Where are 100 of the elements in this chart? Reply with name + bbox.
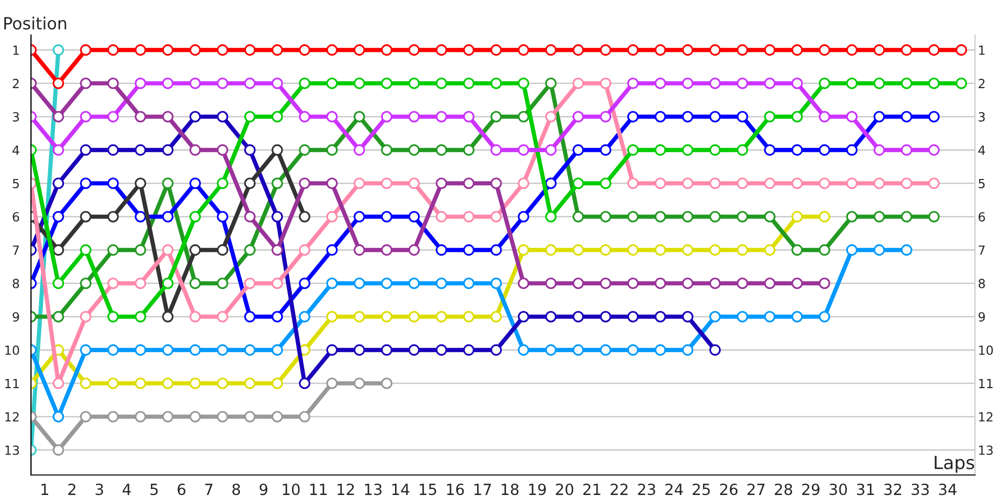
point	[600, 244, 612, 256]
point	[654, 310, 666, 322]
point	[272, 310, 283, 322]
point	[436, 244, 448, 256]
y2-tick-label: 3	[978, 112, 985, 122]
point	[818, 244, 830, 256]
point	[572, 44, 584, 56]
point	[709, 310, 721, 322]
point	[791, 310, 803, 322]
point	[627, 344, 639, 356]
point	[244, 378, 256, 390]
y2-tick-label: 5	[978, 178, 985, 188]
point	[189, 278, 201, 290]
point	[272, 278, 283, 290]
point	[928, 110, 940, 122]
point	[436, 144, 448, 156]
point	[874, 178, 885, 190]
y-tick-label: 1	[13, 46, 19, 55]
point	[162, 44, 174, 56]
x-tick-label: 22	[610, 484, 628, 495]
point	[682, 244, 694, 256]
point	[818, 144, 830, 156]
point	[654, 110, 666, 122]
x-tick-label: 8	[232, 484, 240, 496]
point	[463, 144, 474, 156]
point	[244, 310, 256, 322]
point	[189, 310, 201, 322]
point	[189, 244, 201, 256]
point	[709, 344, 721, 356]
point	[134, 244, 146, 256]
y-tick-label: 9	[12, 312, 20, 322]
point	[490, 144, 502, 156]
point	[381, 344, 392, 356]
point	[216, 44, 228, 56]
x-tick-label: 27	[748, 484, 765, 495]
point	[80, 310, 92, 322]
point	[736, 110, 748, 122]
point	[107, 44, 119, 56]
point	[134, 210, 146, 222]
point	[900, 144, 912, 156]
point	[928, 78, 940, 90]
point	[764, 44, 776, 56]
y-axis-title: Position	[4, 16, 66, 30]
y2-tick-label: 10	[979, 345, 993, 355]
point	[381, 110, 392, 122]
point	[709, 78, 721, 90]
point	[272, 78, 283, 90]
point	[654, 78, 666, 90]
point	[381, 244, 392, 256]
y-tick-label: 11	[5, 378, 19, 388]
point	[436, 278, 448, 290]
y2-tick-label: 12	[979, 412, 992, 422]
point	[52, 310, 64, 322]
point	[216, 278, 228, 290]
x-tick-label: 11	[310, 484, 327, 495]
point	[490, 244, 502, 256]
point	[791, 144, 803, 156]
point	[463, 244, 474, 256]
point	[627, 44, 639, 56]
point	[134, 278, 146, 290]
point	[846, 44, 858, 56]
point	[408, 210, 420, 222]
point	[272, 178, 283, 190]
point	[408, 78, 420, 90]
point	[736, 144, 748, 156]
point	[52, 244, 64, 256]
y2-tick-label: 1	[979, 46, 985, 55]
point	[134, 178, 146, 190]
x-tick-label: 31	[856, 484, 874, 496]
point	[189, 110, 201, 122]
x-tick-label: 13	[364, 484, 382, 496]
point	[818, 278, 830, 290]
x-tick-label: 17	[474, 484, 491, 495]
point	[791, 44, 803, 56]
point	[764, 278, 776, 290]
point	[600, 44, 612, 56]
point	[162, 278, 174, 290]
point	[298, 144, 310, 156]
point	[52, 144, 64, 156]
point	[818, 178, 830, 190]
x-tick-label: 6	[178, 484, 186, 496]
point	[381, 44, 392, 56]
point	[272, 344, 283, 356]
x-tick-label: 23	[638, 484, 656, 496]
point	[490, 278, 502, 290]
y2-tick-label: 6	[978, 212, 985, 222]
point	[354, 378, 366, 390]
y-tick-label: 12	[5, 412, 19, 422]
point	[682, 210, 694, 222]
point	[216, 144, 228, 156]
point	[107, 410, 119, 422]
point	[545, 244, 557, 256]
point	[272, 144, 283, 156]
point	[134, 310, 146, 322]
point	[490, 78, 502, 90]
x-tick-label: 7	[205, 484, 212, 495]
point	[874, 244, 885, 256]
point	[272, 110, 283, 122]
x-tick-label: 12	[338, 484, 354, 495]
x-tick-label: 33	[912, 484, 929, 496]
